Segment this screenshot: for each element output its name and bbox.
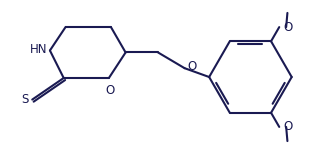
- Text: O: O: [105, 84, 115, 97]
- Text: O: O: [283, 21, 292, 34]
- Text: HN: HN: [30, 43, 47, 56]
- Text: O: O: [283, 120, 292, 133]
- Text: O: O: [187, 60, 196, 73]
- Text: S: S: [21, 93, 28, 106]
